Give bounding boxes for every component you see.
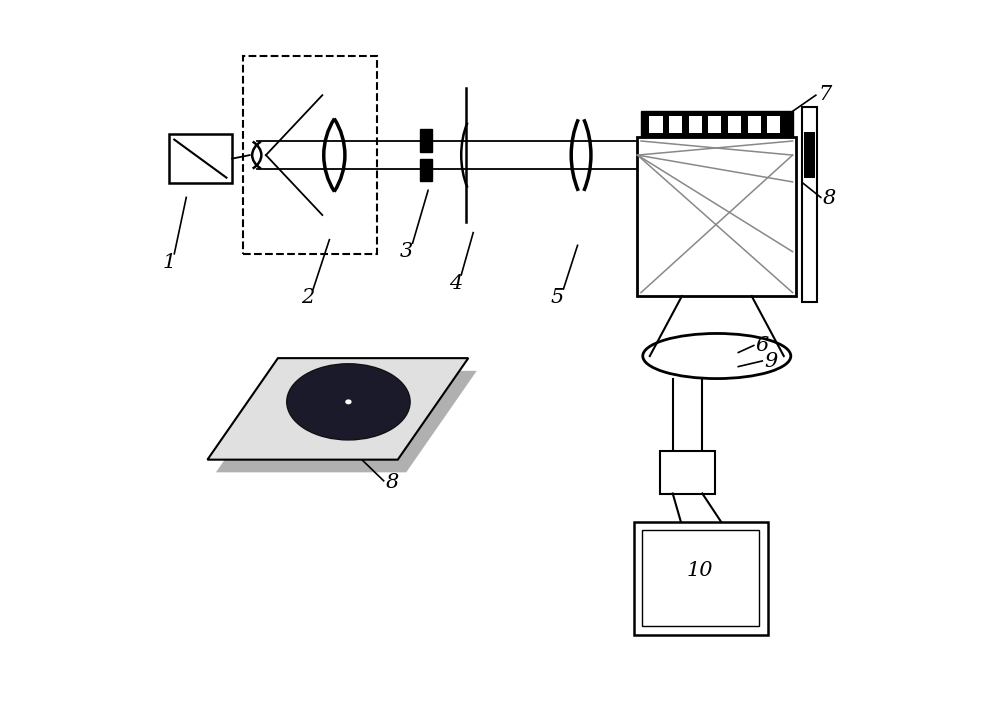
Bar [634, 522, 768, 635]
Bar [669, 116, 682, 133]
Text: 3: 3 [400, 243, 413, 262]
Ellipse shape [346, 400, 351, 403]
Polygon shape [216, 371, 477, 472]
Bar [243, 56, 377, 254]
Text: 6: 6 [755, 336, 768, 355]
Bar [708, 116, 721, 133]
Bar [802, 107, 817, 302]
Bar [637, 137, 796, 296]
Bar [169, 134, 232, 183]
Text: 7: 7 [819, 85, 832, 104]
Text: 5: 5 [551, 288, 564, 307]
Ellipse shape [643, 333, 791, 379]
Text: 8: 8 [386, 473, 399, 492]
Text: 4: 4 [449, 274, 462, 293]
Bar [804, 133, 815, 178]
Bar [642, 530, 759, 626]
Bar [660, 451, 715, 493]
Bar [420, 129, 432, 152]
Text: 9: 9 [764, 352, 778, 371]
Bar [748, 116, 761, 133]
Bar [649, 116, 663, 133]
Bar [767, 116, 780, 133]
Bar [641, 111, 793, 137]
Bar [728, 116, 741, 133]
Text: 8: 8 [823, 190, 836, 209]
Bar [420, 159, 432, 181]
Text: 10: 10 [687, 561, 713, 580]
Text: 2: 2 [301, 288, 314, 307]
Ellipse shape [287, 364, 410, 440]
Text: 1: 1 [163, 253, 176, 272]
Bar [689, 116, 702, 133]
Polygon shape [207, 358, 468, 460]
